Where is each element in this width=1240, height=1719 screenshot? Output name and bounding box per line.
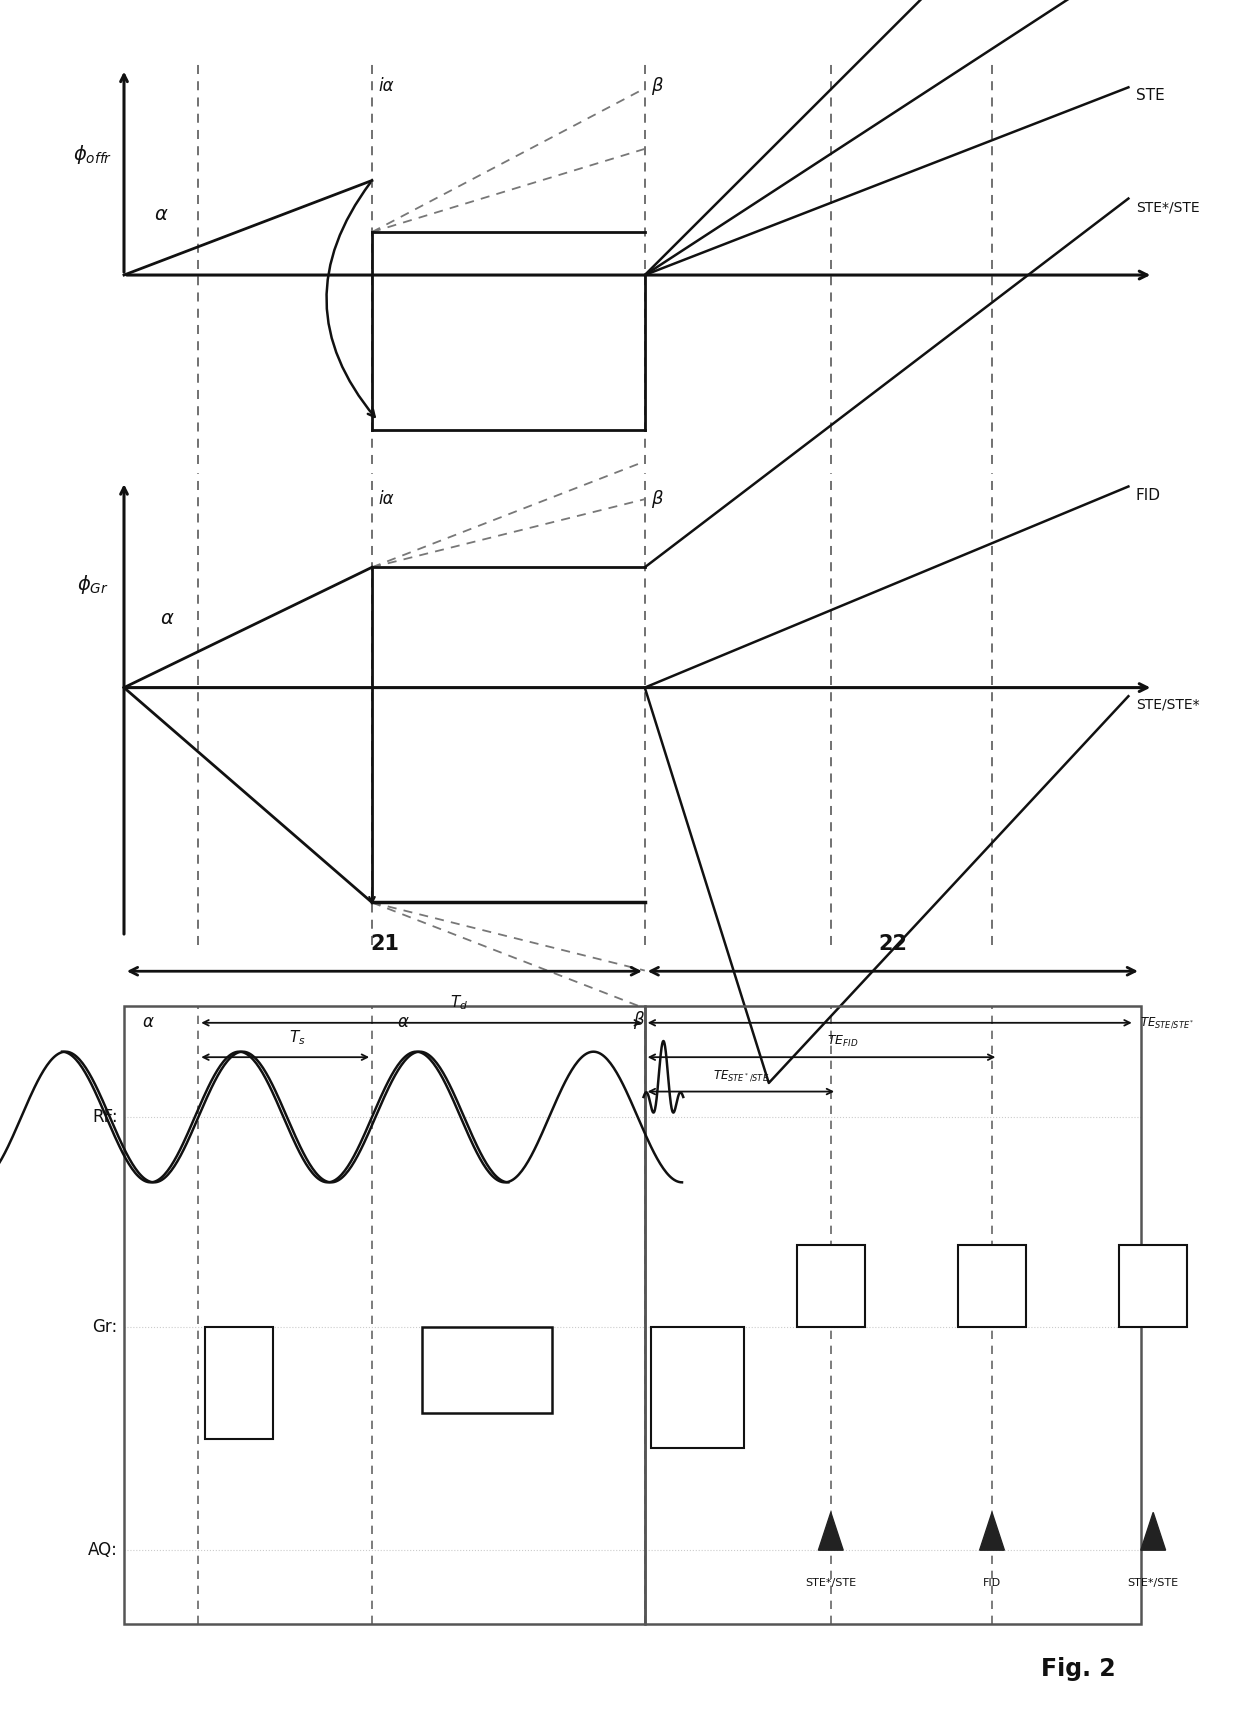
Text: $\alpha$: $\alpha$ (154, 205, 169, 225)
Bar (959, 1245, 1027, 1327)
Text: $TE_{STE/STE^*}$: $TE_{STE/STE^*}$ (1140, 1016, 1194, 1030)
Bar (205, 1327, 273, 1439)
Text: β: β (651, 77, 662, 95)
Text: AQ:: AQ: (88, 1542, 118, 1559)
Text: FID: FID (1136, 488, 1161, 502)
Text: $\alpha$: $\alpha$ (160, 609, 175, 629)
Bar (124, 1006, 645, 1624)
Text: STE*/STE: STE*/STE (805, 1578, 857, 1588)
Text: 21: 21 (370, 933, 399, 954)
Text: spoil: spoil (469, 1363, 505, 1379)
Text: iα: iα (378, 77, 394, 95)
Bar (645, 1006, 1141, 1624)
Polygon shape (818, 1513, 843, 1551)
Text: STE*/STE: STE*/STE (1136, 199, 1199, 215)
Text: 22: 22 (878, 933, 908, 954)
Text: Fig. 2: Fig. 2 (1042, 1657, 1116, 1681)
Text: $T_d$: $T_d$ (450, 994, 467, 1012)
Polygon shape (1141, 1513, 1166, 1551)
Text: $\phi_{Gr}$: $\phi_{Gr}$ (77, 572, 109, 596)
Text: iα: iα (378, 490, 394, 507)
Bar (797, 1245, 866, 1327)
Bar (651, 1327, 744, 1447)
Text: $\alpha$: $\alpha$ (143, 1012, 155, 1031)
Text: FID: FID (983, 1578, 1001, 1588)
Text: $\alpha$: $\alpha$ (397, 1012, 409, 1031)
Text: β: β (651, 490, 662, 507)
Text: $TE_{FID}$: $TE_{FID}$ (827, 1033, 859, 1049)
Polygon shape (980, 1513, 1004, 1551)
Text: Gr:: Gr: (93, 1318, 118, 1336)
Text: $G_m$: $G_m$ (821, 1279, 841, 1294)
Bar (422, 1327, 552, 1413)
Text: $G_{m2}$: $G_{m2}$ (226, 1375, 252, 1391)
Text: STE: STE (1136, 88, 1164, 103)
Text: $\phi_{offr}$: $\phi_{offr}$ (73, 143, 113, 167)
Text: $\beta$: $\beta$ (632, 1009, 645, 1031)
Text: STE*/STE: STE*/STE (1127, 1578, 1179, 1588)
Text: STE/STE*: STE/STE* (1136, 698, 1199, 712)
Text: ...: ... (1156, 1305, 1188, 1332)
Text: $G_m$: $G_m$ (982, 1279, 1002, 1294)
Text: $G_{mt}$: $G_{mt}$ (684, 1379, 711, 1396)
Text: $T_s$: $T_s$ (289, 1028, 306, 1047)
Bar (1120, 1245, 1188, 1327)
Text: RF:: RF: (92, 1109, 118, 1126)
Text: $TE_{STE^*/STE}$: $TE_{STE^*/STE}$ (713, 1067, 769, 1083)
Text: $G_m$: $G_m$ (1143, 1279, 1163, 1294)
